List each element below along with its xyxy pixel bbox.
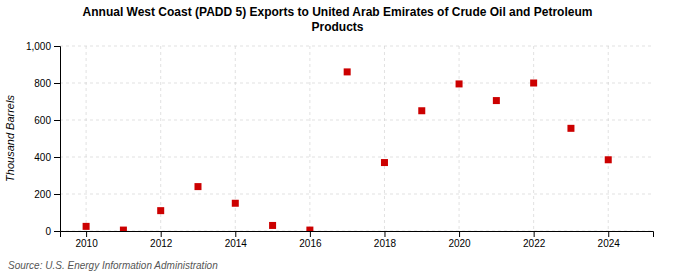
y-tick: 800 [34,78,60,89]
points [83,68,612,231]
y-tick-label: 1,000 [26,41,51,52]
chart-svg: 2010 2012 2014 2016 2018 2020 2022 2024 0 200 400 6… [0,0,675,275]
x-tick: 2018 [374,231,397,249]
point [605,156,612,163]
x-tick: 2024 [598,231,621,249]
y-grid-line [60,46,653,47]
y-tick-mark [54,83,60,84]
y-tick-label: 400 [34,152,51,163]
x-tick-mark [384,231,385,237]
point [344,68,351,75]
x-tick-label: 2024 [598,238,621,249]
y-tick-label: 600 [34,115,51,126]
y-tick: 200 [34,189,60,200]
x-tick-mark [235,231,236,237]
x-tick-label: 2014 [225,238,248,249]
x-grid-line [309,46,310,231]
y-grid-line [60,120,653,121]
y-grid-line [60,194,653,195]
y-tick-mark [54,120,60,121]
y-axis-title: Thousand Barrels [4,95,16,182]
x-tick: 2014 [225,231,248,249]
source-note: Source: U.S. Energy Information Administ… [8,260,218,271]
grid [60,46,653,231]
x-tick-mark [459,231,460,237]
y-grid-line [60,83,653,84]
y-tick-mark [54,194,60,195]
y-tick: 400 [34,152,60,163]
point [418,107,425,114]
y-tick-mark [54,231,60,232]
point [381,159,388,166]
x-tick-label: 2018 [374,238,397,249]
plot-area: 2010 2012 2014 2016 2018 2020 2022 2024 0 200 400 6… [26,41,654,249]
point [194,183,201,190]
x-axis: 2010 2012 2014 2016 2018 2020 2022 2024 [61,231,654,249]
point [232,200,239,207]
point [83,223,90,230]
x-tick-mark [310,231,311,237]
y-tick: 1,000 [26,41,60,52]
y-tick: 0 [45,226,60,237]
point [530,80,537,87]
x-tick: 2020 [448,231,471,249]
x-grid-line [384,46,385,231]
point [567,125,574,132]
chart-title-line: Products [311,20,363,34]
y-tick: 600 [34,115,60,126]
x-tick-label: 2016 [299,238,322,249]
y-tick-label: 0 [45,226,51,237]
x-tick: 2010 [75,231,98,249]
x-tick: 2016 [299,231,322,249]
x-grid-line [533,46,534,231]
point [456,80,463,87]
x-tick: 2022 [523,231,546,249]
x-axis-line [61,232,654,238]
y-grid-line [60,157,653,158]
x-tick-label: 2020 [448,238,471,249]
x-tick-label: 2012 [150,238,173,249]
point [306,227,313,231]
x-grid-line [160,46,161,231]
point [269,222,276,229]
point [120,227,127,231]
chart-container: 2010 2012 2014 2016 2018 2020 2022 2024 0 200 400 6… [0,0,675,275]
x-grid-line [459,46,460,231]
x-tick: 2012 [150,231,173,249]
y-tick-mark [54,157,60,158]
y-tick-label: 800 [34,78,51,89]
x-tick-mark [608,231,609,237]
x-grid-line [86,46,87,231]
y-tick-mark [54,46,60,47]
x-grid-line [608,46,609,231]
x-tick-mark [86,231,87,237]
point [157,207,164,214]
chart-title: Annual West Coast (PADD 5) Exports to Un… [83,5,593,34]
x-tick-mark [534,231,535,237]
chart-title-line: Annual West Coast (PADD 5) Exports to Un… [83,5,593,19]
y-axis-line [54,47,61,232]
point [493,97,500,104]
y-axis: 0 200 400 600 800 1,000 [26,41,61,237]
y-tick-label: 200 [34,189,51,200]
x-tick-label: 2022 [523,238,546,249]
x-tick-label: 2010 [75,238,98,249]
x-tick-mark [161,231,162,237]
